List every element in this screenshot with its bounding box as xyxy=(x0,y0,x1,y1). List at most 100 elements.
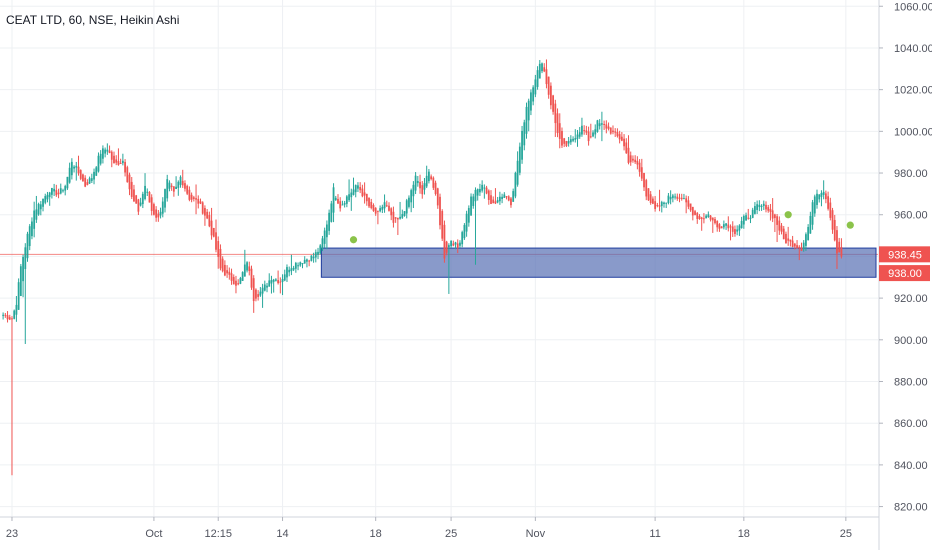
candle-body xyxy=(796,245,798,249)
candle-body xyxy=(751,209,754,218)
candle-body xyxy=(683,198,685,200)
candle-body xyxy=(88,178,91,184)
candle-body xyxy=(612,130,614,133)
candle-body xyxy=(807,227,810,241)
candle-body xyxy=(762,203,765,206)
candle-body xyxy=(463,225,466,239)
candle-body xyxy=(390,208,393,216)
candle-body xyxy=(383,202,386,209)
y-tick-label: 840.00 xyxy=(894,460,928,472)
candle-body xyxy=(565,141,568,146)
candle-body xyxy=(607,126,610,129)
candle-body xyxy=(800,247,803,251)
candle-body xyxy=(113,155,115,164)
candle-body xyxy=(4,314,7,316)
candle-body xyxy=(578,132,581,137)
candle-body xyxy=(589,136,592,138)
price-tag xyxy=(879,265,930,282)
candle-body xyxy=(465,213,468,232)
candle-body xyxy=(614,131,617,133)
candle-body xyxy=(206,211,209,219)
candle-body xyxy=(414,175,417,191)
candle-body xyxy=(361,188,364,197)
candle-body xyxy=(161,201,164,214)
candle-body xyxy=(541,63,543,72)
candle-body xyxy=(70,161,73,176)
candle-body xyxy=(219,248,222,269)
candle-body xyxy=(425,175,428,187)
candle-body xyxy=(543,67,546,72)
candle-body xyxy=(281,278,284,282)
candle-body xyxy=(494,201,497,204)
candle-body xyxy=(581,125,583,135)
candle-body xyxy=(352,189,355,195)
x-tick-label: Oct xyxy=(145,528,162,540)
candle-body xyxy=(28,226,31,247)
candle-body xyxy=(164,189,166,208)
candle-body xyxy=(660,202,663,207)
candle-body xyxy=(503,194,506,198)
candle-body xyxy=(334,197,337,200)
candle-body xyxy=(172,186,175,192)
candle-body xyxy=(767,207,770,211)
candle-body xyxy=(691,206,694,216)
candle-body xyxy=(490,195,492,204)
candle-body xyxy=(190,194,193,200)
candle-body xyxy=(729,226,732,228)
candle-body xyxy=(99,153,102,164)
candle-body xyxy=(210,220,213,236)
x-tick-label: 18 xyxy=(370,528,382,540)
candle-body xyxy=(186,185,189,194)
candle-body xyxy=(456,243,459,248)
candle-body xyxy=(237,283,240,285)
candle-body xyxy=(197,198,200,204)
candle-body xyxy=(818,194,821,200)
candle-body xyxy=(585,130,588,133)
candle-body xyxy=(259,291,262,296)
candle-body xyxy=(521,130,523,160)
candle-body xyxy=(492,199,495,204)
candle-body xyxy=(93,171,95,180)
y-tick-label: 1040.00 xyxy=(894,43,932,55)
candle-body xyxy=(547,76,550,95)
candle-body xyxy=(816,193,818,205)
candle-body xyxy=(31,221,33,237)
candle-body xyxy=(711,217,714,221)
candle-body xyxy=(652,198,654,204)
candle-body xyxy=(133,189,135,202)
candle-body xyxy=(370,201,373,209)
candle-body xyxy=(654,201,657,209)
candle-body xyxy=(95,167,98,176)
candle-body xyxy=(638,162,641,172)
candle-body xyxy=(381,206,384,210)
y-tick-label: 920.00 xyxy=(894,293,928,305)
candle-body xyxy=(634,159,637,163)
candle-body xyxy=(308,260,311,262)
candle-body xyxy=(332,187,335,213)
candle-body xyxy=(785,233,787,244)
candle-body xyxy=(321,238,324,250)
candle-body xyxy=(350,192,353,198)
candle-body xyxy=(667,195,670,204)
candle-body xyxy=(104,149,107,154)
candle-body xyxy=(130,181,133,197)
candle-body xyxy=(434,182,437,194)
candle-body xyxy=(39,204,42,210)
candle-body xyxy=(656,205,659,207)
candle-body xyxy=(157,213,160,218)
candle-body xyxy=(530,92,532,111)
candle-body xyxy=(37,203,40,215)
candle-body xyxy=(416,180,419,184)
candle-body xyxy=(572,138,574,141)
candle-body xyxy=(596,120,599,132)
candle-body xyxy=(128,174,131,190)
x-tick-label: 11 xyxy=(649,528,660,540)
candle-body xyxy=(523,122,526,146)
candle-body xyxy=(452,243,455,246)
candle-body xyxy=(310,255,313,261)
candle-body xyxy=(700,217,703,220)
candle-body xyxy=(527,100,530,121)
candle-body xyxy=(135,195,138,204)
candle-body xyxy=(312,256,315,259)
